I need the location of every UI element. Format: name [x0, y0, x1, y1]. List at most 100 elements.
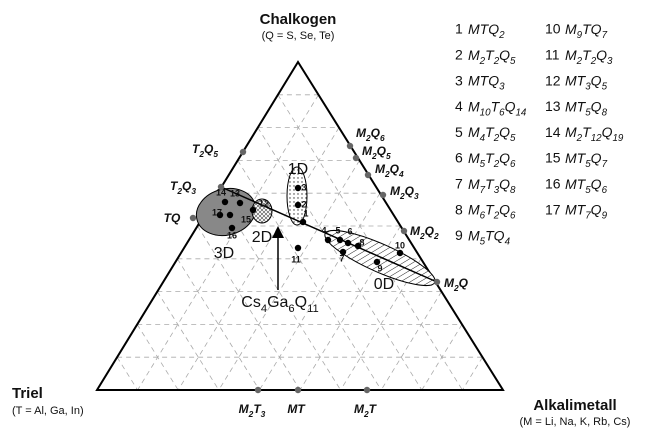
- legend-formula: M2T2Q5: [468, 47, 516, 67]
- formula-part: MT: [287, 402, 306, 416]
- formula-part: M: [468, 176, 480, 192]
- formula-part: Q: [602, 124, 613, 140]
- formula-part: 2: [371, 151, 377, 161]
- formula-part: 5: [480, 159, 486, 170]
- edge-label: TQ: [164, 211, 181, 225]
- formula-part: T: [170, 179, 179, 193]
- formula-part: 11: [307, 303, 319, 315]
- point-label: 12: [259, 198, 269, 208]
- formula-part: Q: [591, 201, 602, 217]
- formula-part: MT: [565, 72, 587, 88]
- formula-part: 6: [510, 159, 516, 170]
- region-label: 1D: [288, 161, 308, 178]
- formula-part: M: [468, 47, 480, 63]
- legend-number: 17: [545, 201, 561, 217]
- formula-part: 3: [585, 82, 591, 93]
- formula-part: T: [369, 402, 378, 416]
- legend-formula: M10T6Q14: [468, 98, 527, 118]
- formula-part: 19: [612, 133, 623, 144]
- compound-point: [344, 239, 352, 247]
- formula-part: M: [362, 144, 373, 158]
- formula-part: 2: [384, 169, 390, 179]
- region-label: 3D: [214, 245, 234, 262]
- formula-part: 3: [414, 191, 419, 201]
- formula-part: Q: [295, 294, 307, 311]
- formula-part: 6: [510, 211, 516, 222]
- compound-point: [354, 242, 362, 250]
- point-label: 17: [212, 207, 222, 217]
- formula-part: 2: [479, 56, 486, 67]
- formula-part: M: [239, 402, 250, 416]
- edge-label: M2T: [354, 402, 378, 419]
- formula-part: Q: [425, 224, 435, 238]
- region-1d: [286, 166, 308, 226]
- formula-part: 6: [499, 107, 505, 118]
- point-label: 9: [377, 263, 382, 273]
- formula-part: Q: [591, 150, 602, 166]
- formula-part: Q: [591, 98, 602, 114]
- edge-label: M2T3: [239, 402, 266, 419]
- formula-part: T: [582, 47, 592, 63]
- compound-point: [324, 236, 332, 244]
- legend-formula: MT7Q9: [565, 201, 608, 221]
- grid-line: [177, 258, 260, 391]
- formula-part: T: [485, 201, 495, 217]
- point-label: 5: [335, 225, 340, 235]
- edge-marker: [294, 386, 302, 394]
- formula-part: 3: [191, 186, 196, 196]
- formula-part: 2: [493, 56, 500, 67]
- formula-part: M: [410, 224, 421, 238]
- formula-part: M: [390, 184, 401, 198]
- formula-part: 3: [261, 409, 266, 419]
- formula-part: Q: [499, 201, 510, 217]
- compound-point: [396, 249, 404, 257]
- formula-part: 5: [585, 185, 591, 196]
- formula-part: 7: [585, 211, 591, 222]
- formula-part: Q: [182, 179, 192, 193]
- legend-number: 13: [545, 98, 561, 114]
- formula-part: Q: [591, 72, 602, 88]
- formula-part: T: [491, 98, 501, 114]
- formula-part: MTQ: [468, 21, 499, 37]
- formula-part: M: [375, 162, 386, 176]
- formula-part: Cs: [241, 294, 261, 311]
- formula-part: M: [354, 402, 365, 416]
- edge-marker: [352, 154, 360, 162]
- formula-part: 5: [510, 56, 516, 67]
- formula-part: T: [253, 402, 262, 416]
- legend-formula: MT5Q7: [565, 150, 608, 170]
- legend-formula: M6T2Q6: [468, 201, 516, 221]
- legend-formula: M9TQ7: [565, 21, 608, 41]
- formula-part: 7: [602, 159, 608, 170]
- formula-part: M: [468, 98, 480, 114]
- edge-marker: [364, 171, 372, 179]
- formula-part: M: [444, 276, 455, 290]
- edge-marker: [217, 183, 225, 191]
- edge-label: M2Q5: [362, 144, 391, 161]
- point-label: 8: [359, 237, 364, 247]
- formula-part: 2: [248, 409, 254, 419]
- formula-part: 5: [213, 149, 218, 159]
- formula-part: 4: [261, 303, 267, 315]
- point-label: 15: [241, 214, 251, 224]
- edge-label: MT: [287, 402, 306, 416]
- formula-part: Q: [459, 276, 469, 290]
- formula-part: M: [468, 227, 480, 243]
- formula-part: T: [582, 124, 592, 140]
- formula-part: 2: [493, 211, 500, 222]
- legend-number: 1: [455, 21, 463, 37]
- formula-part: Q: [505, 98, 516, 114]
- formula-part: Q: [377, 144, 387, 158]
- formula-part: 5: [510, 133, 516, 144]
- edge-marker: [189, 214, 197, 222]
- compound-point: [221, 198, 229, 206]
- legend-formula: MTQ3: [468, 72, 505, 92]
- formula-part: TQ: [485, 227, 505, 243]
- point-label: 11: [291, 254, 301, 264]
- formula-part: MT: [565, 201, 587, 217]
- formula-part: 9: [577, 30, 583, 41]
- legend-number: 3: [455, 72, 463, 88]
- formula-part: 2: [176, 186, 182, 196]
- formula-part: 5: [480, 236, 486, 247]
- vertex-label: Alkalimetall: [533, 397, 616, 414]
